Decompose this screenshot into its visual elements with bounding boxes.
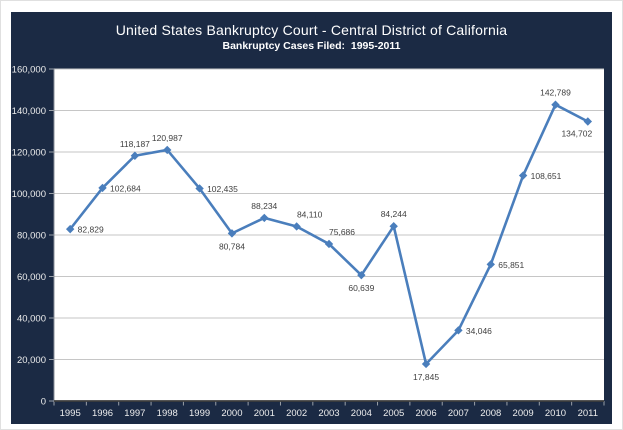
data-label-2005: 84,244 bbox=[381, 209, 407, 219]
data-point-1995[interactable] bbox=[65, 224, 75, 234]
x-axis-tick-label: 2010 bbox=[545, 408, 566, 419]
chart-title: United States Bankruptcy Court - Central… bbox=[115, 22, 508, 38]
data-point-2010[interactable] bbox=[551, 100, 560, 109]
data-label-2006: 17,845 bbox=[413, 372, 439, 382]
y-axis-tick-label: 0 bbox=[41, 397, 46, 408]
data-label-1997: 118,187 bbox=[120, 139, 150, 149]
data-label-2008: 65,851 bbox=[498, 260, 524, 270]
y-axis-tick-label: 100,000 bbox=[12, 189, 46, 200]
data-label-2000: 80,784 bbox=[219, 241, 245, 251]
data-point-2002[interactable] bbox=[292, 222, 301, 231]
x-axis-tick-label: 2003 bbox=[318, 408, 339, 419]
x-axis-tick-label: 2007 bbox=[448, 408, 469, 419]
data-label-1996: 102,684 bbox=[110, 183, 141, 193]
data-label-2004: 60,639 bbox=[348, 283, 374, 293]
data-label-2001: 88,234 bbox=[251, 201, 277, 211]
x-axis-tick-label: 2001 bbox=[254, 408, 275, 419]
data-point-2004[interactable] bbox=[357, 270, 366, 280]
data-point-1999[interactable] bbox=[195, 184, 204, 193]
y-axis-tick-label: 120,000 bbox=[12, 148, 46, 159]
data-label-2009: 108,651 bbox=[531, 171, 562, 181]
data-point-2000[interactable] bbox=[227, 229, 237, 238]
data-point-2001[interactable] bbox=[260, 213, 269, 223]
data-point-1998[interactable] bbox=[163, 145, 172, 155]
x-axis-tick-label: 2008 bbox=[480, 408, 501, 419]
data-label-2007: 34,046 bbox=[466, 326, 492, 336]
data-point-2003[interactable] bbox=[324, 239, 334, 249]
x-axis-tick-label: 1996 bbox=[92, 408, 113, 419]
x-axis-tick-label: 2002 bbox=[286, 408, 307, 419]
y-axis-tick-label: 40,000 bbox=[17, 314, 46, 325]
data-point-1996[interactable] bbox=[98, 183, 107, 193]
data-label-1999: 102,435 bbox=[207, 184, 238, 194]
data-label-2002: 84,110 bbox=[297, 209, 323, 219]
x-axis-tick-label: 1995 bbox=[60, 408, 81, 419]
chart-header: United States Bankruptcy Court - Central… bbox=[11, 12, 612, 54]
data-point-2011[interactable] bbox=[583, 117, 593, 126]
chart-subtitle: Bankruptcy Cases Filed: 1995-2011 bbox=[222, 40, 401, 52]
y-axis-tick-label: 20,000 bbox=[17, 355, 46, 366]
data-label-2011: 134,702 bbox=[561, 128, 592, 138]
data-point-2007[interactable] bbox=[454, 326, 463, 335]
x-axis-tick-label: 2005 bbox=[383, 408, 404, 419]
x-axis-tick-label: 1999 bbox=[189, 408, 210, 419]
data-label-2010: 142,789 bbox=[540, 88, 571, 98]
x-axis-tick-label: 1998 bbox=[157, 408, 178, 419]
x-axis-tick-label: 2000 bbox=[221, 408, 242, 419]
x-axis-tick-label: 2004 bbox=[351, 408, 372, 419]
data-label-1995: 82,829 bbox=[78, 225, 104, 235]
y-axis-tick-label: 160,000 bbox=[12, 65, 46, 76]
data-point-2008[interactable] bbox=[486, 260, 495, 269]
x-axis-tick-label: 2011 bbox=[578, 408, 598, 419]
x-axis-tick-label: 2006 bbox=[415, 408, 436, 419]
x-axis-tick-label: 1997 bbox=[124, 408, 145, 419]
data-label-2003: 75,686 bbox=[329, 227, 355, 237]
y-axis-tick-label: 140,000 bbox=[12, 106, 46, 117]
x-axis-tick-label: 2009 bbox=[513, 408, 534, 419]
data-point-2009[interactable] bbox=[518, 171, 528, 180]
data-point-1997[interactable] bbox=[130, 151, 140, 160]
y-axis-tick-label: 60,000 bbox=[17, 272, 46, 283]
y-axis-tick-label: 80,000 bbox=[17, 231, 46, 242]
data-label-1998: 120,987 bbox=[152, 133, 183, 143]
data-point-2006[interactable] bbox=[421, 359, 431, 369]
data-point-2005[interactable] bbox=[389, 221, 398, 231]
